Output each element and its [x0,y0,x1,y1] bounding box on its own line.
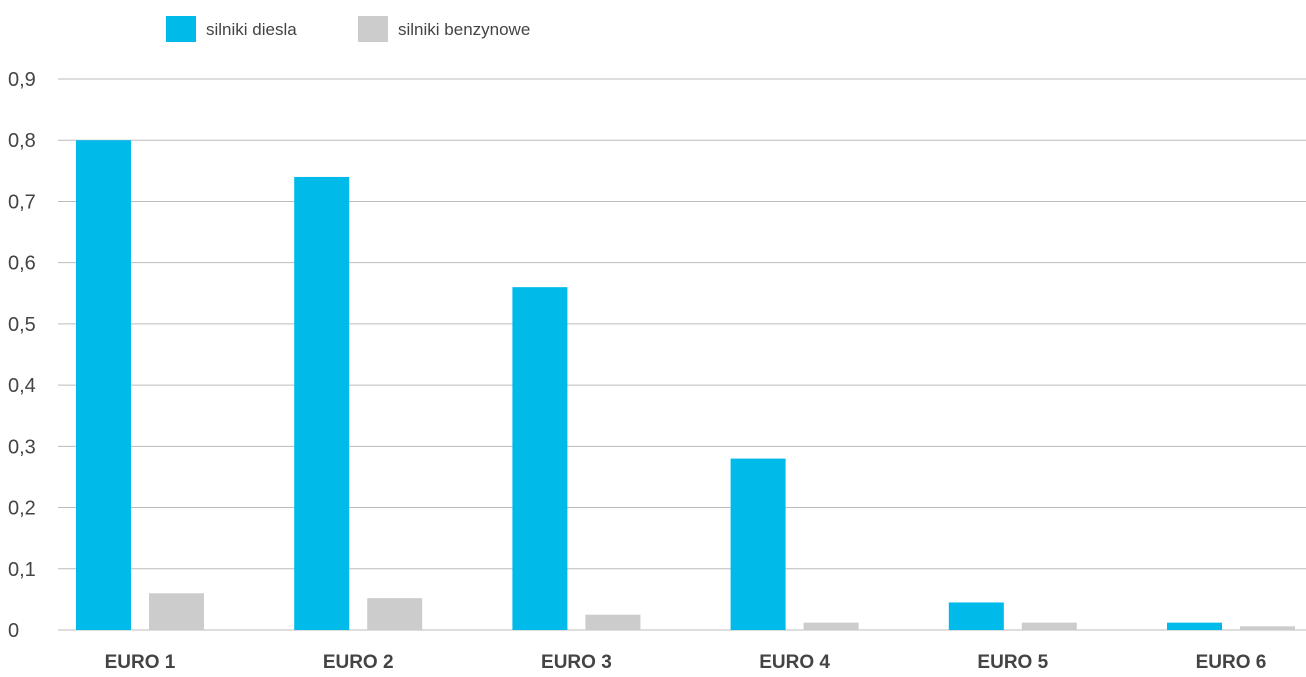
y-tick-label: 0,5 [8,314,36,336]
bar-petrol [1240,626,1295,630]
bar-diesel [730,458,786,630]
bar-petrol [149,593,204,630]
bar-diesel [948,602,1004,630]
x-category-label: EURO 1 [105,652,176,673]
x-category-label: EURO 4 [759,652,830,673]
bar-petrol [803,622,859,630]
legend: silniki diesla silniki benzynowe [166,16,530,42]
x-category-label: EURO 2 [323,652,394,673]
bar-diesel [512,287,568,630]
x-category-label: EURO 3 [541,652,612,673]
bar-diesel [1167,622,1222,630]
x-category-label: EURO 5 [977,652,1048,673]
y-tick-label: 0,7 [8,191,36,213]
y-tick-label: 0,8 [8,130,36,152]
legend-swatch [166,16,196,42]
legend-label: silniki benzynowe [398,20,530,39]
x-axis-labels: EURO 1 EURO 2 EURO 3 EURO 4 EURO 5 EURO 6 [105,652,1267,673]
y-tick-label: 0,6 [8,253,36,275]
bar-petrol [1021,622,1077,630]
y-axis-ticks: 0 0,1 0,2 0,3 0,4 0,5 0,6 0,7 0,8 0,9 [8,69,36,642]
y-tick-label: 0,1 [8,559,36,581]
bars [76,140,1295,630]
y-tick-label: 0,3 [8,436,36,458]
bar-diesel [76,140,131,630]
legend-label: silniki diesla [206,20,297,39]
y-tick-label: 0 [8,620,19,642]
x-category-label: EURO 6 [1196,652,1267,673]
bar-diesel [294,176,350,630]
gridlines [58,78,1306,631]
bar-petrol [585,614,641,630]
y-tick-label: 0,4 [8,375,36,397]
bar-petrol [367,598,423,630]
y-tick-label: 0,9 [8,69,36,91]
y-tick-label: 0,2 [8,498,36,520]
legend-swatch [358,16,388,42]
